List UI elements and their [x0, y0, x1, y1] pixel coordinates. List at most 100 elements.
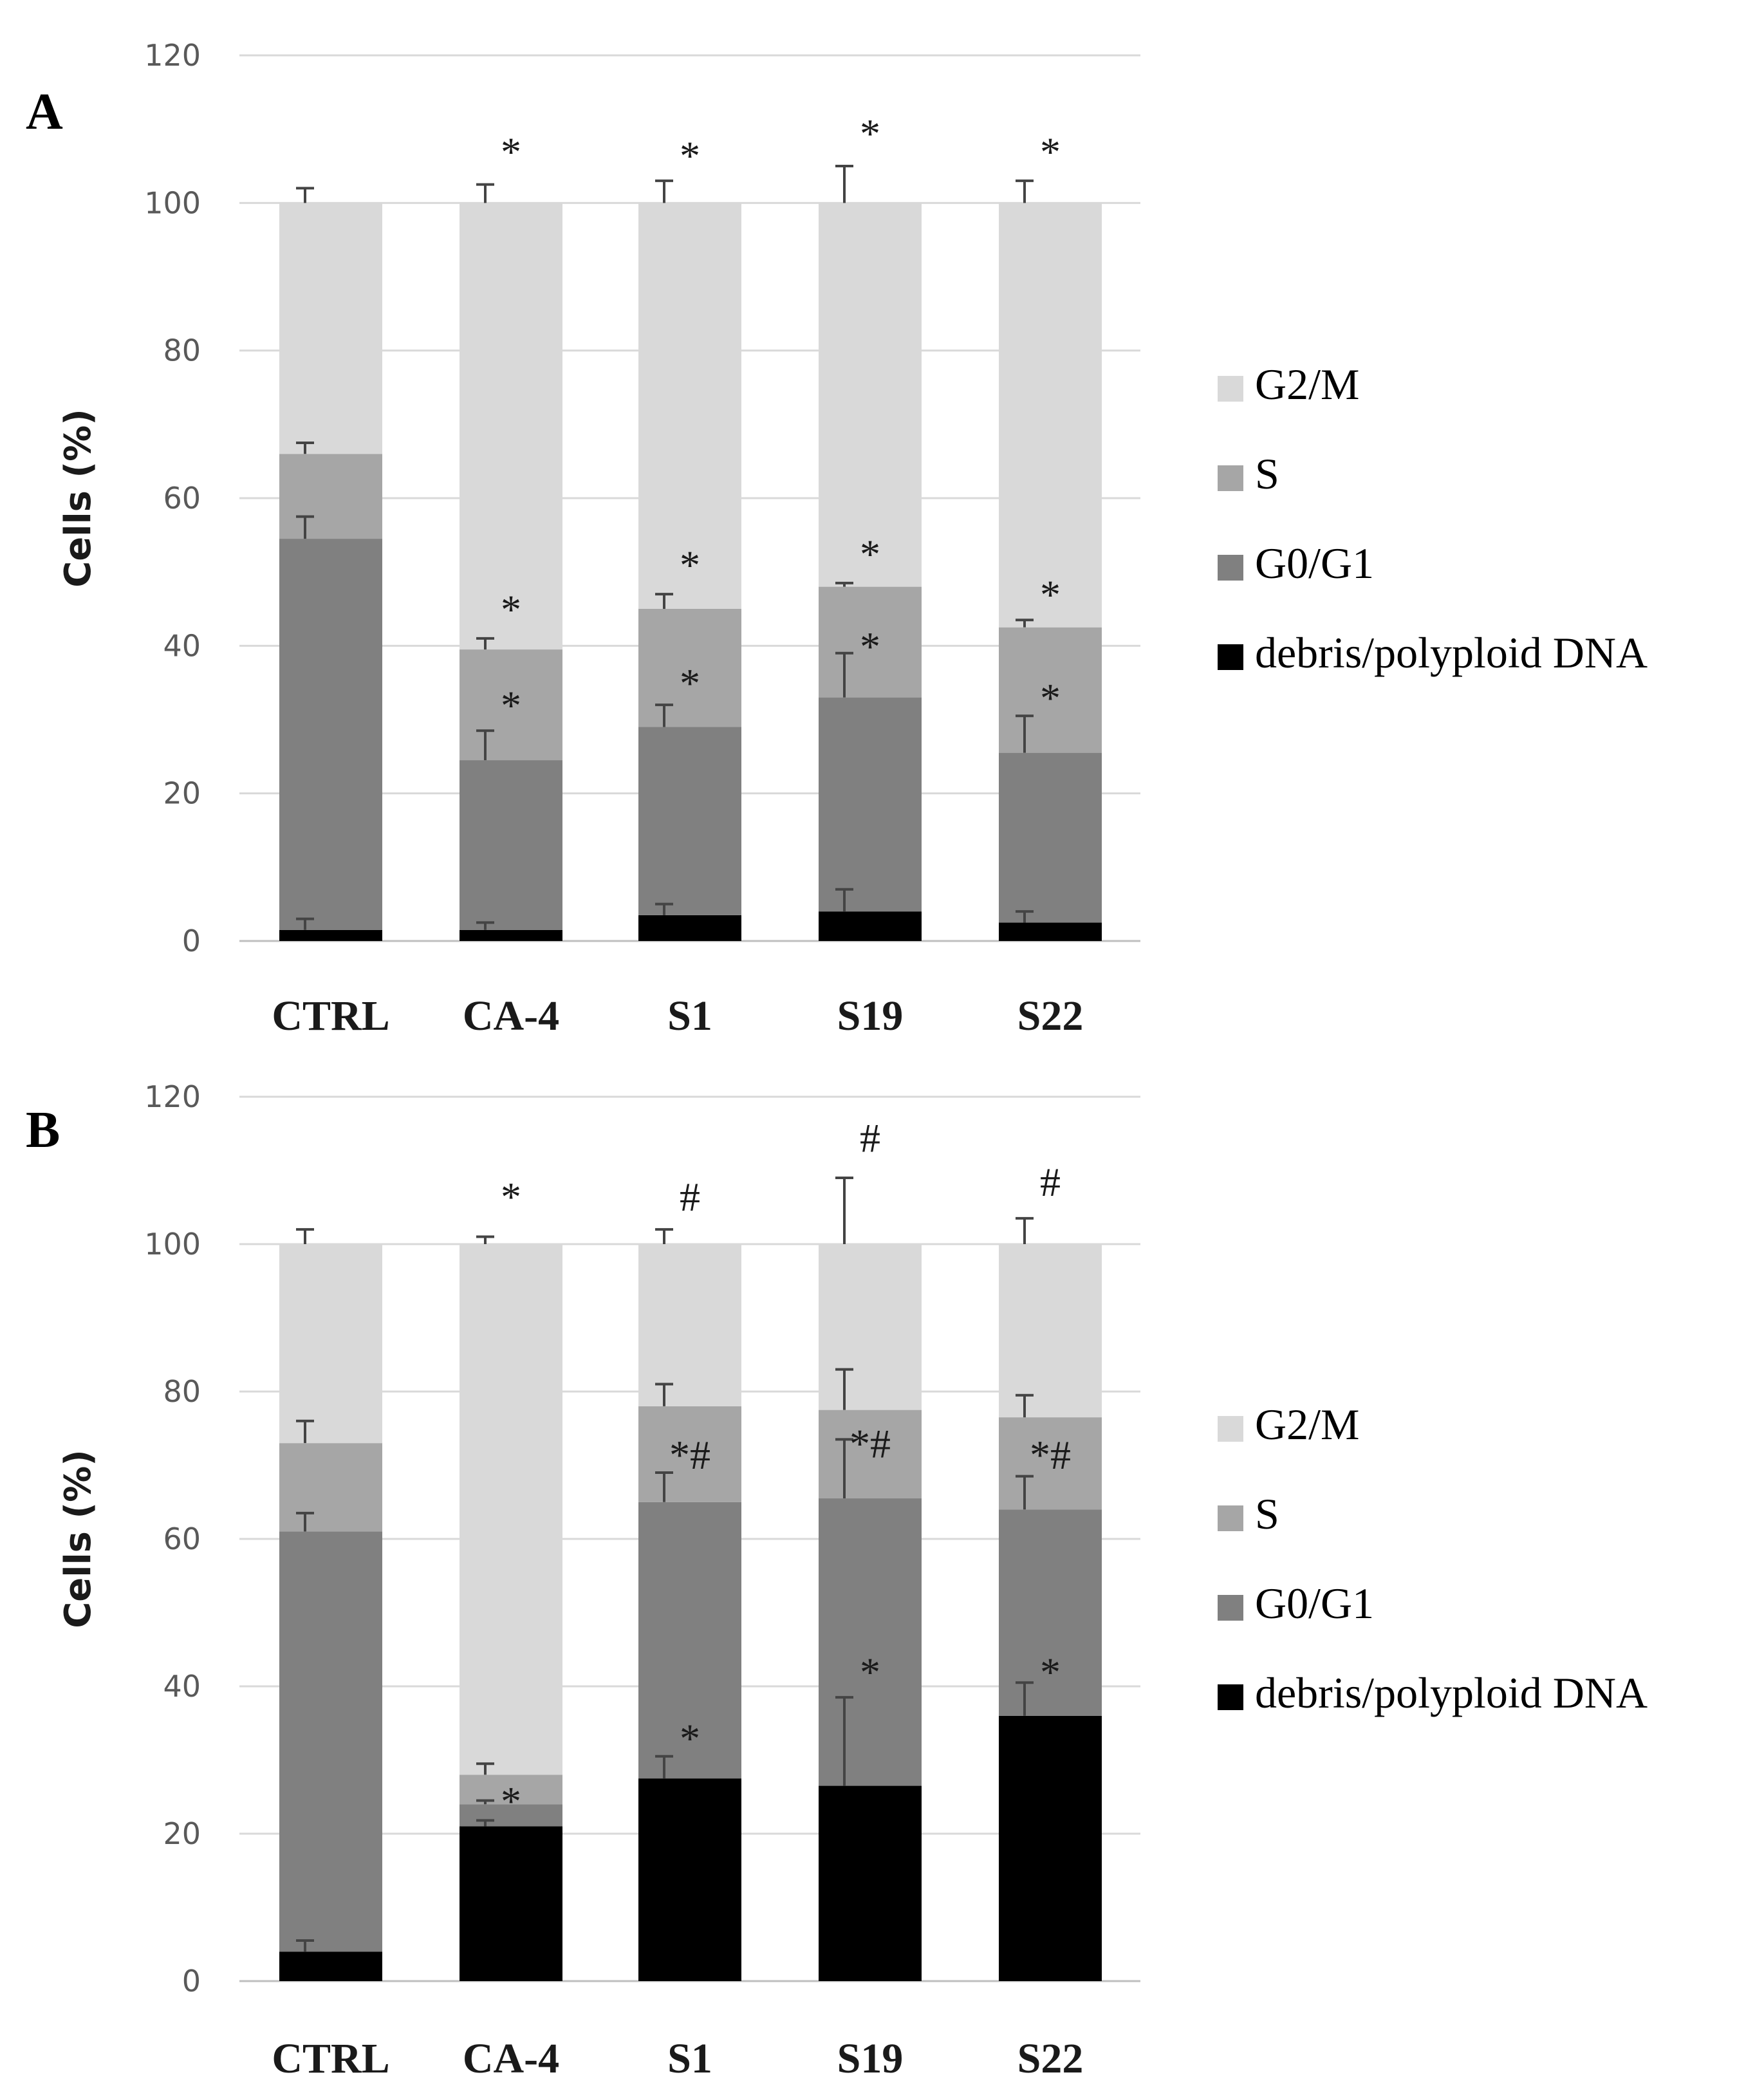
legend-swatch-g2m: [1218, 1416, 1243, 1442]
bar-s-s19: [819, 1410, 922, 1499]
bar-g2m-s22: [999, 1244, 1102, 1418]
bar-g2m-s1: [638, 203, 741, 609]
bar-g0g1-ctrl: [279, 539, 382, 930]
legend: G2/M S G0/G1 debris/polyploid DNA: [1218, 1400, 1648, 1717]
y-tick-label: 80: [163, 1374, 201, 1409]
y-tick-label: 120: [144, 1079, 201, 1114]
legend-label-g0g1: G0/G1: [1255, 539, 1374, 588]
x-tick-label: S22: [1017, 992, 1084, 1039]
panel-label: B: [26, 1102, 60, 1159]
error-bar-debris-s1: [655, 1755, 673, 1779]
bar-g0g1-s19: [819, 697, 922, 912]
bar-debris-s22: [999, 922, 1102, 941]
bar-g0g1-s1: [638, 727, 741, 915]
bar-g2m-s22: [999, 203, 1102, 628]
x-tick-label: S22: [1017, 2035, 1084, 2082]
legend-label-s: S: [1255, 1489, 1279, 1538]
error-bar-s-s22: [1016, 619, 1034, 628]
legend-label-debris: debris/polyploid DNA: [1255, 1668, 1648, 1717]
significance-marker: #: [680, 1174, 700, 1220]
bar-s-ca-4: [460, 649, 562, 761]
legend-swatch-debris: [1218, 644, 1243, 670]
error-bar-debris-ca-4: [476, 1819, 494, 1827]
bar-debris-s1: [638, 1778, 741, 1981]
bar-g0g1-ca-4: [460, 1804, 562, 1827]
significance-marker: *: [501, 587, 521, 633]
bar-g2m-s19: [819, 203, 922, 587]
bar-s-s22: [999, 1417, 1102, 1510]
legend: G2/M S G0/G1 debris/polyploid DNA: [1218, 360, 1648, 677]
error-bar-g2m-ca-4: [476, 183, 494, 203]
error-bar-s-ca-4: [476, 1762, 494, 1775]
legend-swatch-s: [1218, 1505, 1243, 1531]
error-bar-s-s1: [655, 1383, 673, 1406]
error-bar-g0g1-s19: [835, 1438, 853, 1499]
legend-label-g2m: G2/M: [1255, 1400, 1359, 1449]
x-tick-label: S1: [667, 992, 712, 1039]
significance-marker: #: [860, 1115, 880, 1161]
legend-label-debris: debris/polyploid DNA: [1255, 628, 1648, 677]
bar-s-s1: [638, 609, 741, 727]
bar-g2m-ctrl: [279, 1244, 382, 1444]
error-bar-debris-ca-4: [476, 921, 494, 930]
error-bar-debris-s22: [1016, 1681, 1034, 1716]
error-bar-s-s22: [1016, 1393, 1034, 1418]
legend-swatch-g0g1: [1218, 555, 1243, 581]
y-tick-label: 100: [144, 185, 201, 220]
significance-marker: *: [501, 1174, 521, 1220]
bar-debris-s19: [819, 1785, 922, 1981]
legend-swatch-s: [1218, 465, 1243, 491]
bar-debris-ctrl: [279, 1951, 382, 1981]
error-bar-g0g1-s19: [835, 651, 853, 698]
error-bar-g0g1-ca-4: [476, 1799, 494, 1805]
legend-swatch-g2m: [1218, 376, 1243, 402]
error-bar-s-ctrl: [296, 1419, 314, 1444]
bar-g2m-ca-4: [460, 1244, 562, 1775]
panel-label: A: [26, 84, 63, 140]
bar-g2m-ctrl: [279, 203, 382, 454]
x-tick-label: CTRL: [272, 2035, 389, 2082]
bar-g2m-s1: [638, 1244, 741, 1406]
y-tick-label: 20: [163, 1816, 201, 1851]
significance-marker: *: [680, 133, 700, 178]
legend-label-g2m: G2/M: [1255, 360, 1359, 409]
error-bar-g2m-s1: [655, 179, 673, 203]
x-tick-label: S19: [837, 2035, 904, 2082]
significance-marker: *: [501, 129, 521, 175]
significance-marker: *: [680, 543, 700, 588]
error-bar-debris-ctrl: [296, 917, 314, 930]
significance-marker: *#: [1030, 1432, 1071, 1478]
error-bar-debris-s19: [835, 1696, 853, 1786]
error-bar-s-s1: [655, 593, 673, 609]
bar-g2m-ca-4: [460, 203, 562, 650]
error-bar-g0g1-s22: [1016, 714, 1034, 753]
error-bar-g0g1-ca-4: [476, 729, 494, 761]
bar-debris-s1: [638, 915, 741, 941]
significance-marker: *: [1040, 129, 1061, 175]
y-tick-label: 40: [163, 628, 201, 663]
significance-marker: *: [860, 532, 880, 577]
error-bar-s-ca-4: [476, 637, 494, 650]
bar-debris-s22: [999, 1715, 1102, 1981]
bar-s-s19: [819, 586, 922, 698]
significance-marker: *: [860, 111, 880, 156]
legend-swatch-g0g1: [1218, 1595, 1243, 1621]
significance-marker: *: [501, 683, 521, 729]
error-bar-g0g1-s1: [655, 703, 673, 727]
significance-marker: *#: [669, 1432, 710, 1478]
error-bar-debris-s19: [835, 888, 853, 912]
significance-marker: *: [1040, 1650, 1061, 1695]
x-tick-label: CTRL: [272, 992, 389, 1039]
bar-s-s22: [999, 627, 1102, 753]
significance-marker: *: [680, 660, 700, 706]
error-bar-g2m-ca-4: [476, 1235, 494, 1244]
error-bar-g2m-ctrl: [296, 1228, 314, 1244]
x-tick-label: S19: [837, 992, 904, 1039]
bar-debris-s19: [819, 911, 922, 941]
error-bar-g2m-s1: [655, 1228, 673, 1244]
y-axis-label: Cells (%): [57, 1449, 99, 1628]
y-tick-label: 0: [182, 924, 201, 958]
y-tick-label: 100: [144, 1227, 201, 1262]
error-bar-g0g1-ctrl: [296, 515, 314, 539]
